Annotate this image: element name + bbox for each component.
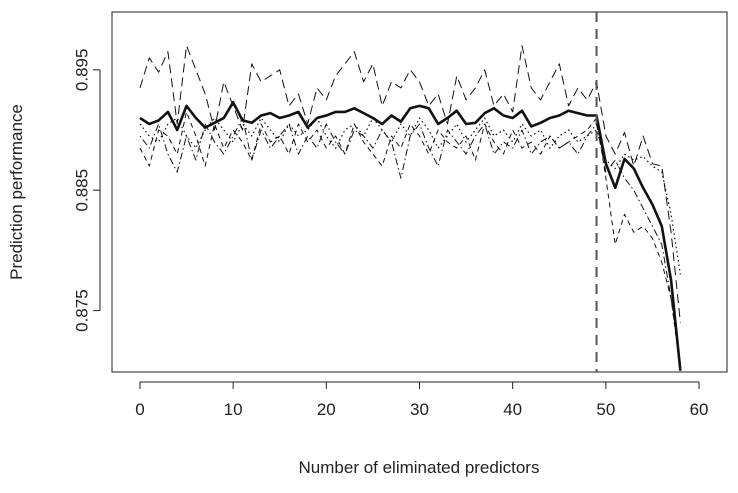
y-tick-label: 0.895 (72, 49, 91, 92)
y-axis: 0.875 0.885 0.895 (72, 49, 100, 332)
x-tick-label: 50 (596, 400, 615, 419)
y-tick-label: 0.885 (72, 169, 91, 212)
x-tick-label: 0 (135, 400, 144, 419)
x-tick-label: 60 (690, 400, 709, 419)
x-tick-label: 30 (410, 400, 429, 419)
series-layer (140, 46, 680, 371)
series-line-1 (140, 102, 680, 371)
x-axis-title: Number of eliminated predictors (299, 458, 540, 477)
x-axis: 0 10 20 30 40 50 60 (135, 382, 708, 419)
series-line-4 (140, 118, 680, 275)
x-tick-label: 40 (503, 400, 522, 419)
x-tick-label: 20 (317, 400, 336, 419)
series-line-5 (140, 118, 680, 365)
y-axis-title: Prediction performance (7, 104, 26, 280)
x-tick-label: 10 (224, 400, 243, 419)
series-line-2 (140, 46, 680, 323)
y-tick-label: 0.875 (72, 289, 91, 332)
